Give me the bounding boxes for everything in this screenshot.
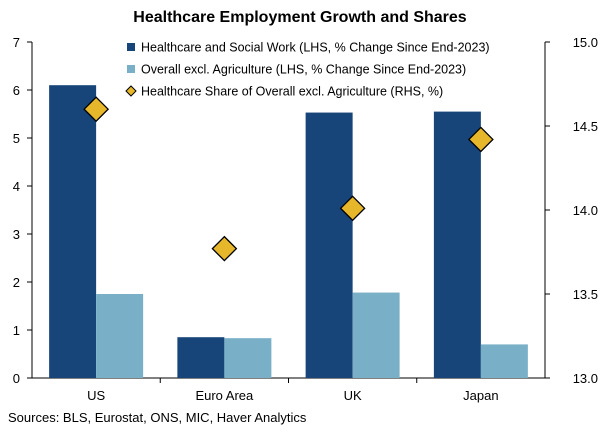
x-tick-label: Euro Area	[195, 388, 254, 403]
left-tick-label: 2	[13, 275, 20, 290]
right-tick-label: 14.5	[573, 119, 598, 134]
bar-healthcare-japan	[433, 111, 481, 378]
right-tick-label: 13.0	[573, 371, 598, 386]
bar-overall-japan	[480, 344, 528, 378]
legend-swatch	[125, 85, 137, 97]
left-tick-label: 3	[13, 227, 20, 242]
right-tick-label: 15.0	[573, 35, 598, 50]
legend-swatch	[127, 65, 135, 73]
bar-overall-uk	[352, 292, 400, 378]
left-tick-label: 1	[13, 323, 20, 338]
right-tick-label: 13.5	[573, 287, 598, 302]
left-tick-label: 0	[13, 371, 20, 386]
source-note: Sources: BLS, Eurostat, ONS, MIC, Haver …	[8, 410, 307, 425]
legend-swatch	[127, 43, 135, 51]
share-marker-japan	[467, 126, 494, 153]
left-tick-label: 6	[13, 83, 20, 98]
share-marker-us	[83, 96, 110, 123]
x-tick-label: US	[87, 388, 105, 403]
right-tick-label: 14.0	[573, 203, 598, 218]
left-tick-label: 7	[13, 35, 20, 50]
legend-label: Overall excl. Agriculture (LHS, % Change…	[141, 63, 466, 77]
bar-overall-us	[96, 294, 144, 378]
bar-healthcare-euro-area	[177, 337, 225, 378]
share-marker-uk	[339, 195, 366, 222]
bar-healthcare-us	[49, 85, 97, 378]
left-tick-label: 4	[13, 179, 20, 194]
x-tick-label: UK	[344, 388, 362, 403]
bar-overall-euro-area	[224, 338, 272, 378]
legend-label: Healthcare and Social Work (LHS, % Chang…	[141, 41, 490, 55]
chart-title: Healthcare Employment Growth and Shares	[133, 9, 467, 26]
share-marker-euro-area	[211, 235, 238, 262]
bar-healthcare-uk	[305, 112, 353, 378]
plot-area: 0 1 2 3 4 5 6 7 13.0 13.5 14.0 14.5 15.0 US Euro Area U…	[13, 35, 598, 403]
left-tick-label: 5	[13, 131, 20, 146]
x-tick-label: Japan	[463, 388, 498, 403]
legend: Healthcare and Social Work (LHS, % Chang…	[125, 41, 490, 99]
legend-label: Healthcare Share of Overall excl. Agricu…	[141, 85, 443, 99]
